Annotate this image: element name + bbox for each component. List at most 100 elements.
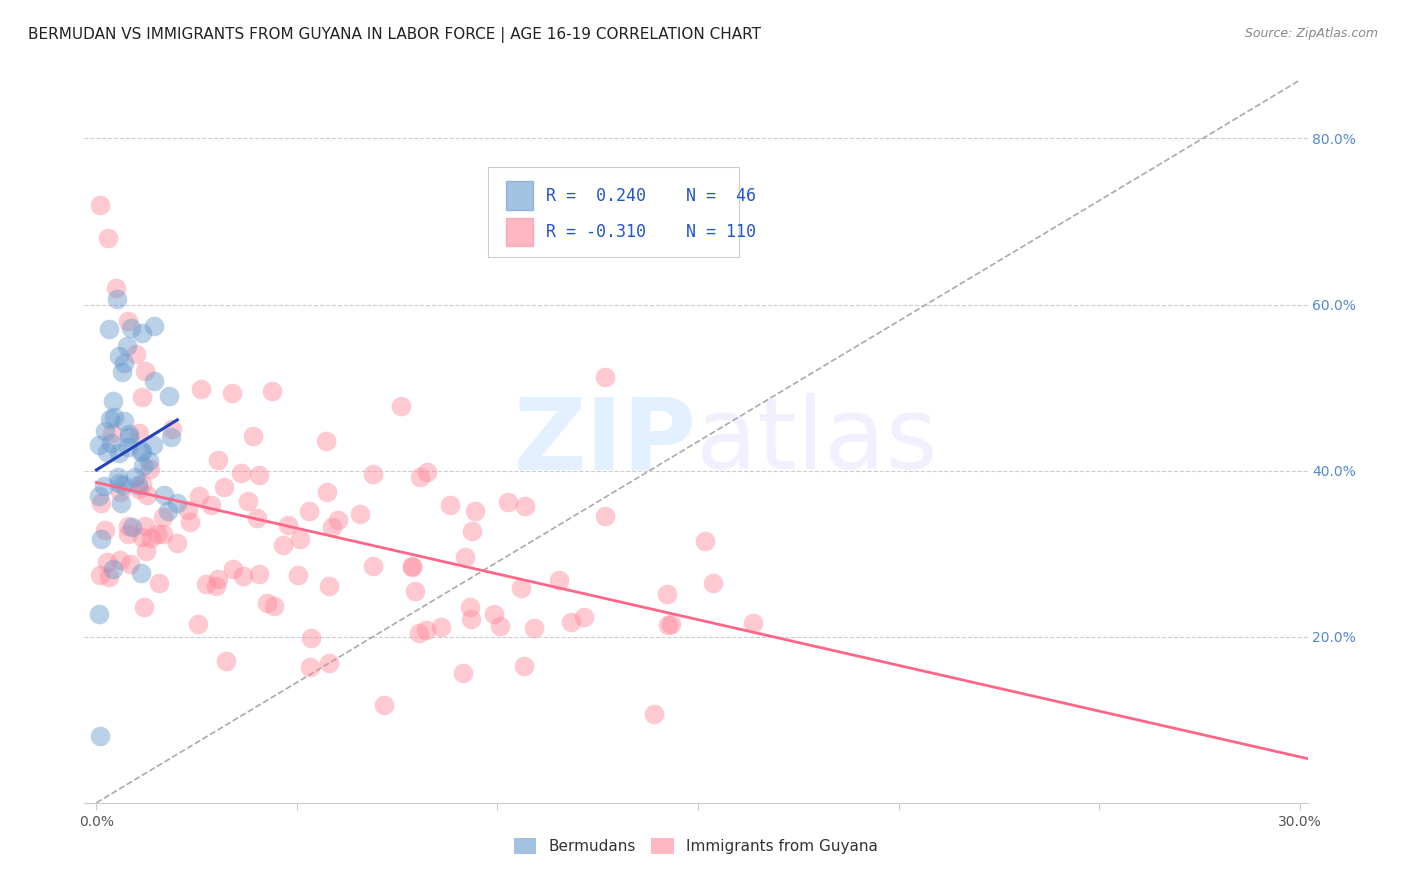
Legend: Bermudans, Immigrants from Guyana: Bermudans, Immigrants from Guyana	[508, 832, 884, 860]
Point	[256, 596, 278, 610]
Point	[560, 615, 582, 630]
Point	[112, 414, 135, 428]
Point	[105, 293, 128, 307]
Point	[89, 438, 111, 452]
Point	[118, 426, 141, 441]
Point	[657, 587, 679, 601]
Point	[741, 615, 763, 630]
Point	[110, 496, 132, 510]
Point	[107, 446, 129, 460]
Point	[236, 494, 259, 508]
Point	[389, 399, 412, 413]
Point	[89, 730, 111, 744]
Point	[138, 453, 160, 467]
Point	[101, 394, 124, 409]
Point	[460, 612, 482, 626]
Point	[482, 607, 505, 621]
Point	[142, 438, 165, 452]
Point	[108, 552, 131, 566]
Point	[94, 425, 117, 439]
Point	[349, 507, 371, 521]
Point	[107, 470, 129, 484]
Point	[89, 607, 111, 621]
Point	[105, 281, 128, 295]
Text: Source: ZipAtlas.com: Source: ZipAtlas.com	[1244, 27, 1378, 40]
Point	[131, 326, 153, 340]
Point	[97, 231, 120, 245]
Point	[131, 390, 153, 404]
Point	[453, 666, 475, 681]
Point	[120, 558, 142, 572]
Point	[131, 566, 153, 581]
Point	[157, 504, 180, 518]
FancyBboxPatch shape	[488, 167, 738, 257]
Point	[464, 504, 486, 518]
Point	[132, 458, 155, 473]
Point	[404, 583, 426, 598]
Point	[93, 479, 115, 493]
Point	[204, 579, 226, 593]
Point	[510, 581, 533, 595]
Point	[439, 499, 461, 513]
Point	[661, 616, 683, 631]
Point	[247, 468, 270, 483]
Point	[207, 572, 229, 586]
Point	[166, 535, 188, 549]
Point	[273, 537, 295, 551]
Point	[176, 502, 198, 516]
Point	[129, 445, 152, 459]
Point	[454, 549, 477, 564]
Point	[101, 426, 124, 441]
Point	[111, 478, 134, 492]
Point	[242, 429, 264, 443]
Point	[143, 375, 166, 389]
Point	[187, 489, 209, 503]
Point	[643, 706, 665, 721]
Point	[315, 434, 337, 448]
Point	[148, 576, 170, 591]
Point	[96, 445, 118, 459]
Point	[97, 570, 120, 584]
Point	[318, 579, 340, 593]
Point	[513, 659, 536, 673]
Point	[139, 462, 162, 476]
Point	[179, 515, 201, 529]
Point	[496, 495, 519, 509]
Point	[131, 477, 153, 491]
Point	[131, 530, 153, 544]
Point	[415, 465, 437, 479]
Point	[290, 533, 312, 547]
Point	[145, 526, 167, 541]
Point	[166, 496, 188, 510]
Point	[401, 559, 423, 574]
Text: R =  0.240    N =  46: R = 0.240 N = 46	[546, 187, 755, 205]
Point	[593, 509, 616, 524]
Point	[98, 412, 121, 426]
Point	[513, 499, 536, 513]
Point	[461, 524, 484, 538]
Point	[96, 555, 118, 569]
Point	[489, 618, 512, 632]
Point	[100, 436, 122, 450]
Point	[318, 656, 340, 670]
Point	[117, 527, 139, 541]
Text: atlas: atlas	[696, 393, 938, 490]
Point	[90, 532, 112, 546]
Point	[232, 568, 254, 582]
Point	[117, 519, 139, 533]
Point	[89, 568, 111, 582]
Point	[523, 622, 546, 636]
Point	[152, 488, 174, 502]
Text: BERMUDAN VS IMMIGRANTS FROM GUYANA IN LABOR FORCE | AGE 16-19 CORRELATION CHART: BERMUDAN VS IMMIGRANTS FROM GUYANA IN LA…	[28, 27, 761, 43]
Point	[108, 484, 131, 499]
Point	[373, 698, 395, 713]
Point	[702, 575, 724, 590]
Point	[132, 599, 155, 614]
Point	[260, 384, 283, 399]
Point	[657, 618, 679, 632]
Point	[361, 559, 384, 574]
Point	[160, 422, 183, 436]
Point	[572, 610, 595, 624]
Point	[117, 440, 139, 454]
Point	[548, 573, 571, 587]
